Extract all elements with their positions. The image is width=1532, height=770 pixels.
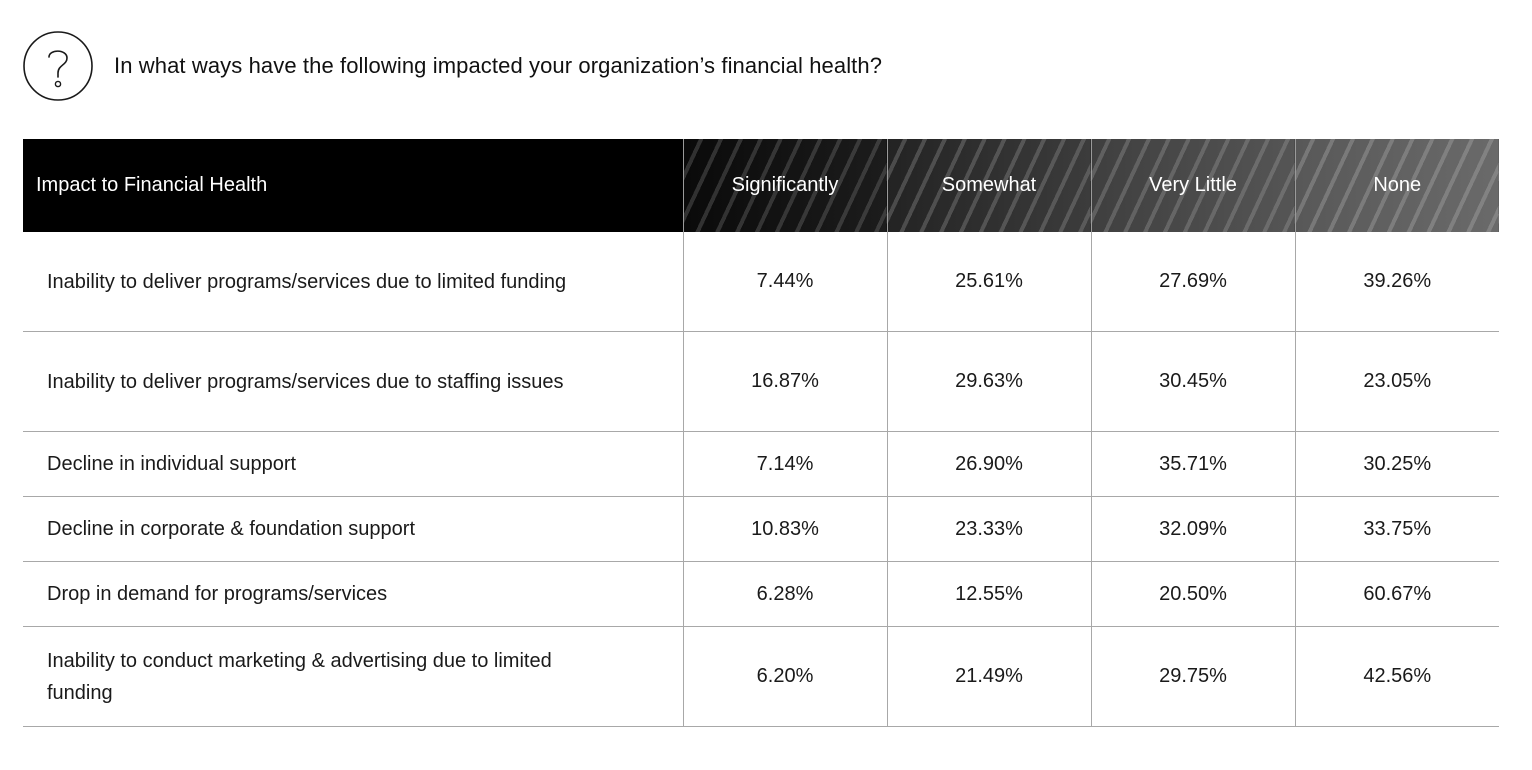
value-significantly: 6.28% [682,561,887,627]
value-very-little: 32.09% [1090,496,1295,562]
value-somewhat: 26.90% [886,431,1091,497]
value-very-little: 35.71% [1090,431,1295,497]
value-somewhat: 12.55% [886,561,1091,627]
row-label: Inability to conduct marketing & adverti… [23,626,683,727]
column-header-very-little: Very Little [1090,139,1295,232]
value-significantly: 6.20% [682,626,887,727]
table-row: Inability to conduct marketing & adverti… [23,626,1499,727]
value-none: 23.05% [1294,331,1499,432]
value-none: 39.26% [1294,232,1499,332]
value-very-little: 20.50% [1090,561,1295,627]
table-row: Inability to deliver programs/services d… [23,232,1499,332]
value-significantly: 10.83% [682,496,887,562]
row-label: Decline in individual support [23,431,683,497]
column-header-somewhat: Somewhat [886,139,1091,232]
column-header-none: None [1294,139,1499,232]
table-row: Decline in individual support 7.14% 26.9… [23,431,1499,497]
row-label: Inability to deliver programs/services d… [23,331,683,432]
value-very-little: 30.45% [1090,331,1295,432]
value-somewhat: 23.33% [886,496,1091,562]
value-none: 42.56% [1294,626,1499,727]
question-mark-circle-icon [23,31,93,101]
column-header-significantly: Significantly [682,139,887,232]
value-somewhat: 29.63% [886,331,1091,432]
table-row: Drop in demand for programs/services 6.2… [23,561,1499,627]
financial-impact-table: Impact to Financial Health Significantly… [23,139,1499,727]
row-label: Drop in demand for programs/services [23,561,683,627]
value-significantly: 7.44% [682,232,887,332]
value-significantly: 16.87% [682,331,887,432]
value-very-little: 27.69% [1090,232,1295,332]
value-somewhat: 21.49% [886,626,1091,727]
value-none: 30.25% [1294,431,1499,497]
row-label: Decline in corporate & foundation suppor… [23,496,683,562]
question-text: In what ways have the following impacted… [114,53,883,78]
row-label: Inability to deliver programs/services d… [23,232,683,332]
value-none: 60.67% [1294,561,1499,627]
value-none: 33.75% [1294,496,1499,562]
value-significantly: 7.14% [682,431,887,497]
table-header-row: Impact to Financial Health Significantly… [23,139,1499,232]
value-somewhat: 25.61% [886,232,1091,332]
table-row: Decline in corporate & foundation suppor… [23,496,1499,562]
table-row: Inability to deliver programs/services d… [23,331,1499,432]
column-header-impact: Impact to Financial Health [23,139,683,232]
value-very-little: 29.75% [1090,626,1295,727]
question-header: In what ways have the following impacted… [22,30,882,102]
